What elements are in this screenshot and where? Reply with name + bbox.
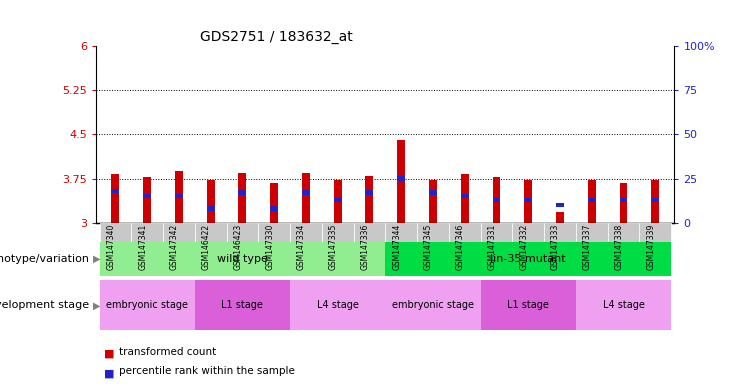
- Bar: [481, 280, 576, 330]
- Text: GSM147346: GSM147346: [456, 223, 465, 270]
- Bar: [397, 140, 405, 223]
- Bar: [143, 194, 151, 199]
- Bar: [619, 183, 628, 223]
- Text: GSM147340: GSM147340: [107, 223, 116, 270]
- Bar: [195, 280, 290, 330]
- Bar: [302, 190, 310, 195]
- Bar: [556, 203, 564, 207]
- Bar: [333, 197, 342, 202]
- Bar: [588, 197, 596, 202]
- Bar: [608, 223, 639, 242]
- Text: L4 stage: L4 stage: [316, 300, 359, 310]
- Bar: [449, 223, 481, 242]
- Bar: [576, 280, 671, 330]
- Bar: [290, 280, 385, 330]
- Text: embryonic stage: embryonic stage: [392, 300, 474, 310]
- Bar: [143, 177, 151, 223]
- Text: GSM146423: GSM146423: [233, 223, 242, 270]
- Text: GSM147339: GSM147339: [646, 223, 655, 270]
- Bar: [365, 175, 373, 223]
- Text: GSM147331: GSM147331: [488, 223, 496, 270]
- Bar: [322, 223, 353, 242]
- Text: GSM147342: GSM147342: [170, 223, 179, 270]
- Bar: [512, 223, 544, 242]
- Text: GSM147336: GSM147336: [360, 223, 370, 270]
- Bar: [493, 177, 500, 223]
- Bar: [239, 173, 246, 223]
- Bar: [639, 223, 671, 242]
- Bar: [227, 223, 259, 242]
- Bar: [270, 183, 278, 223]
- Bar: [333, 180, 342, 223]
- Bar: [239, 190, 246, 195]
- Text: GSM147335: GSM147335: [329, 223, 338, 270]
- Bar: [576, 223, 608, 242]
- Text: GSM147344: GSM147344: [392, 223, 401, 270]
- Text: ■: ■: [104, 368, 118, 378]
- Bar: [481, 223, 512, 242]
- Bar: [544, 223, 576, 242]
- Text: ▶: ▶: [93, 254, 100, 264]
- Bar: [99, 223, 131, 242]
- Bar: [111, 189, 119, 193]
- Bar: [429, 180, 437, 223]
- Bar: [195, 223, 227, 242]
- Bar: [353, 223, 385, 242]
- Text: GSM147345: GSM147345: [424, 223, 433, 270]
- Bar: [207, 206, 215, 211]
- Text: GDS2751 / 183632_at: GDS2751 / 183632_at: [200, 30, 353, 44]
- Bar: [524, 197, 532, 202]
- Bar: [461, 194, 468, 199]
- Bar: [290, 223, 322, 242]
- Text: L1 stage: L1 stage: [508, 300, 549, 310]
- Bar: [175, 194, 183, 199]
- Text: wild type: wild type: [217, 254, 268, 264]
- Bar: [651, 197, 659, 202]
- Bar: [385, 280, 481, 330]
- Bar: [493, 197, 500, 202]
- Bar: [385, 223, 417, 242]
- Bar: [163, 223, 195, 242]
- Bar: [461, 174, 468, 223]
- Text: GSM147337: GSM147337: [582, 223, 592, 270]
- Bar: [99, 280, 195, 330]
- Bar: [385, 242, 671, 276]
- Text: ▶: ▶: [93, 300, 100, 310]
- Text: GSM147341: GSM147341: [138, 223, 147, 270]
- Bar: [365, 190, 373, 195]
- Bar: [651, 180, 659, 223]
- Bar: [429, 190, 437, 195]
- Bar: [207, 180, 215, 223]
- Text: GSM147332: GSM147332: [519, 223, 528, 270]
- Text: transformed count: transformed count: [119, 347, 216, 357]
- Text: genotype/variation: genotype/variation: [0, 254, 89, 264]
- Bar: [397, 176, 405, 181]
- Bar: [302, 173, 310, 223]
- Text: L4 stage: L4 stage: [602, 300, 645, 310]
- Bar: [111, 174, 119, 223]
- Bar: [131, 223, 163, 242]
- Bar: [588, 180, 596, 223]
- Text: percentile rank within the sample: percentile rank within the sample: [119, 366, 294, 376]
- Text: lin-35 mutant: lin-35 mutant: [491, 254, 566, 264]
- Bar: [417, 223, 449, 242]
- Text: GSM147334: GSM147334: [297, 223, 306, 270]
- Bar: [259, 223, 290, 242]
- Text: embryonic stage: embryonic stage: [106, 300, 188, 310]
- Text: GSM147338: GSM147338: [614, 223, 623, 270]
- Text: GSM146422: GSM146422: [202, 223, 210, 270]
- Bar: [270, 206, 278, 211]
- Bar: [524, 180, 532, 223]
- Bar: [175, 171, 183, 223]
- Bar: [619, 197, 628, 202]
- Text: ■: ■: [104, 349, 118, 359]
- Text: development stage: development stage: [0, 300, 89, 310]
- Text: L1 stage: L1 stage: [222, 300, 263, 310]
- Bar: [99, 242, 385, 276]
- Bar: [556, 212, 564, 223]
- Text: GSM147333: GSM147333: [551, 223, 560, 270]
- Text: GSM147330: GSM147330: [265, 223, 274, 270]
